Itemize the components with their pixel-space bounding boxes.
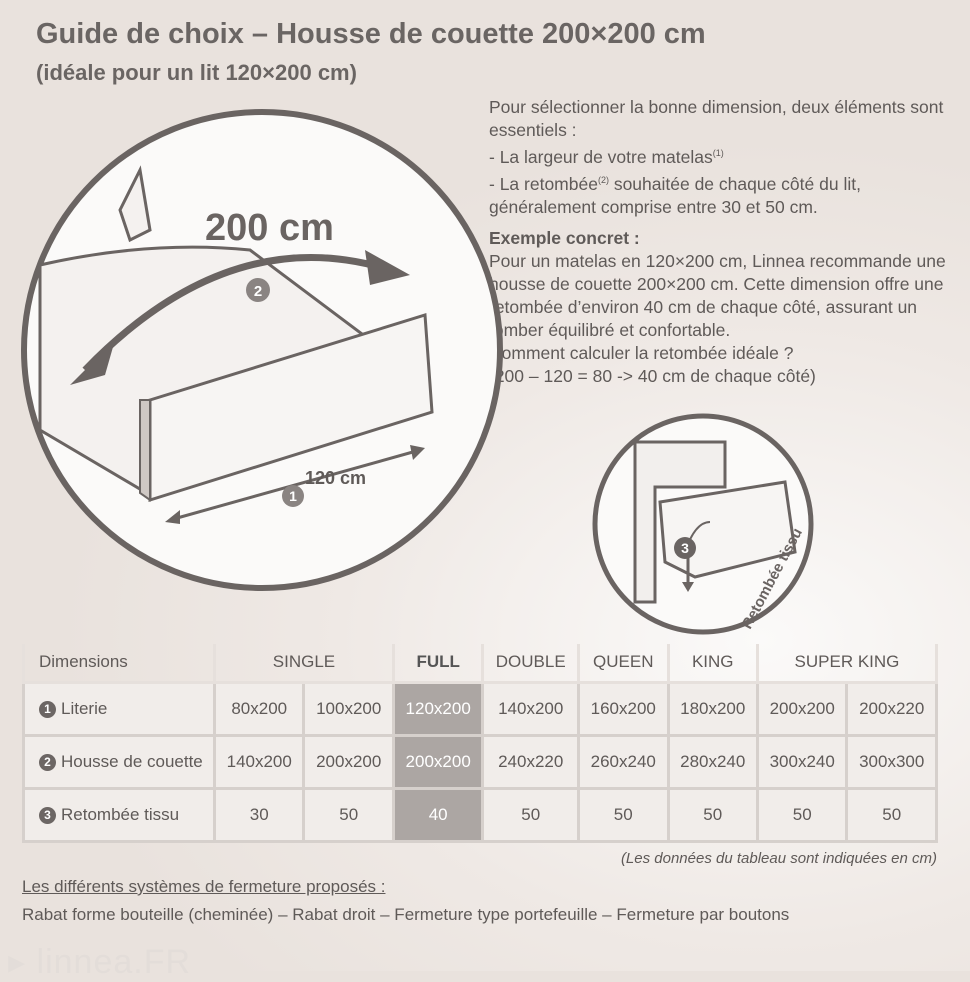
table-cell: 300x240 — [755, 733, 849, 790]
page-title: Guide de choix – Housse de couette 200×2… — [36, 18, 706, 50]
header-full: FULL — [391, 644, 485, 684]
table-cell: 240x220 — [481, 733, 581, 790]
closures-heading: Les différents systèmes de fermeture pro… — [22, 877, 386, 896]
table-cell: 80x200 — [212, 680, 306, 737]
row-label: 3 Retombée tissu — [22, 786, 216, 843]
header-super-king: SUPER KING — [755, 644, 939, 684]
table-cell: 200x200 — [391, 733, 485, 790]
marker-2: 2 — [254, 283, 262, 300]
header-single: SINGLE — [213, 644, 395, 684]
table-header-row: Dimensions SINGLE FULL DOUBLE QUEEN KING… — [22, 644, 939, 684]
row-label: 2 Housse de couette — [22, 733, 216, 790]
intro-text: Pour sélectionner la bonne dimension, de… — [489, 96, 959, 388]
table-cell: 200x220 — [845, 680, 938, 737]
table-row: 3 Retombée tissu 30 50 40 50 50 50 50 50 — [22, 786, 938, 843]
size-table: Dimensions SINGLE FULL DOUBLE QUEEN KING… — [22, 644, 939, 843]
width-label: 120 cm — [305, 468, 366, 488]
page-subtitle: (idéale pour un lit 120×200 cm) — [36, 60, 357, 85]
intro-line: Pour sélectionner la bonne dimension, de… — [489, 97, 944, 140]
table-cell: 50 — [577, 786, 670, 843]
row-number-badge: 2 — [39, 753, 56, 771]
table-cell: 50 — [481, 786, 581, 843]
intro-item-2: - La retombée(2) souhaitée de chaque côt… — [489, 173, 861, 217]
closures-list: Rabat forme bouteille (cheminée) – Rabat… — [22, 905, 790, 924]
table-cell: 260x240 — [577, 733, 670, 790]
table-cell: 160x200 — [577, 680, 670, 737]
header-queen: QUEEN — [577, 644, 670, 684]
example-question: Comment calculer la retombée idéale ? — [489, 342, 794, 363]
length-label: 200 cm — [205, 207, 334, 249]
header-king: KING — [666, 644, 759, 684]
table-cell: 120x200 — [391, 680, 485, 737]
row-label: 1 Literie — [22, 680, 216, 737]
table-cell: 50 — [755, 786, 849, 843]
example-calc: (200 – 120 = 80 -> 40 cm de chaque côté) — [489, 365, 816, 386]
table-row: 2 Housse de couette 140x200 200x200 200x200 2… — [22, 733, 938, 790]
table-cell: 100x200 — [302, 680, 395, 737]
watermark-logo: ▸ linnea.FR — [8, 943, 192, 981]
intro-item-1: - La largeur de votre matelas(1) — [489, 146, 724, 167]
row-number-badge: 3 — [39, 806, 56, 824]
table-cell: 140x200 — [212, 733, 306, 790]
table-row: 1 Literie 80x200 100x200 120x200 140x200 160x2… — [22, 680, 938, 737]
table-cell: 280x240 — [666, 733, 759, 790]
table-cell: 30 — [212, 786, 306, 843]
drop-illustration: 3 Retombée tissu — [592, 413, 814, 635]
example-text: Pour un matelas en 120×200 cm, Linnea re… — [489, 250, 946, 340]
table-cell: 40 — [391, 786, 485, 843]
table-cell: 50 — [302, 786, 395, 843]
row-number-badge: 1 — [39, 700, 56, 718]
table-cell: 140x200 — [481, 680, 581, 737]
table-cell: 200x200 — [302, 733, 395, 790]
table-cell: 200x200 — [755, 680, 849, 737]
header-double: DOUBLE — [481, 644, 581, 684]
marker-1: 1 — [289, 488, 297, 504]
header-dimensions: Dimensions — [22, 644, 216, 684]
marker-3: 3 — [681, 540, 689, 556]
table-cell: 300x300 — [845, 733, 938, 790]
bed-illustration: 200 cm 2 120 cm 1 — [21, 109, 503, 591]
table-note: (Les données du tableau sont indiquées e… — [620, 850, 937, 867]
example-heading: Exemple concret : — [489, 227, 640, 248]
table-cell: 50 — [666, 786, 759, 843]
table-cell: 50 — [845, 786, 938, 843]
table-cell: 180x200 — [666, 680, 759, 737]
